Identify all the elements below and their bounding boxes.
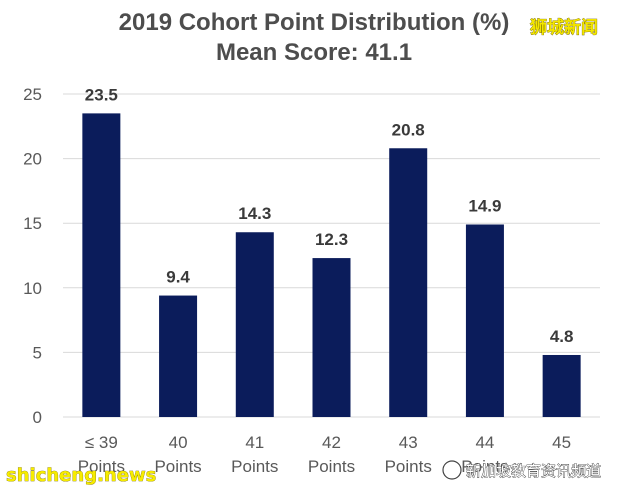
x-tick-label: 44 (475, 433, 494, 452)
x-tick-label: Points (385, 457, 432, 476)
y-tick-label: 10 (23, 279, 42, 298)
watermark-bottom-right-text: 新加坡教育资讯频道 (466, 462, 601, 480)
bar (465, 224, 504, 417)
x-tick-label: 41 (245, 433, 264, 452)
watermark-bottom-left: shicheng.news (6, 465, 156, 486)
watermark-top-right: 狮城新闻 (529, 17, 598, 38)
data-labels: 23.5 9.4 14.3 12.3 20.8 14.9 4.8 (85, 85, 574, 346)
data-label: 23.5 (85, 85, 118, 104)
data-label: 12.3 (315, 230, 348, 249)
x-tick-label: 43 (399, 433, 418, 452)
bar (82, 113, 121, 417)
bars (82, 113, 581, 418)
y-tick-label: 0 (33, 408, 42, 427)
x-tick-label: Points (78, 457, 125, 476)
x-tick-label: 45 (552, 433, 571, 452)
bar (312, 258, 351, 417)
y-tick-label: 25 (23, 85, 42, 104)
data-label: 14.9 (468, 196, 501, 215)
x-tick-label: 42 (322, 433, 341, 452)
y-axis-ticks: 0 5 10 15 20 25 (23, 85, 42, 427)
y-tick-label: 15 (23, 214, 42, 233)
chart-subtitle: Mean Score: 41.1 (216, 39, 412, 66)
data-label: 4.8 (550, 327, 574, 346)
data-label: 9.4 (166, 268, 190, 287)
y-tick-label: 5 (33, 343, 42, 362)
x-axis-labels: ≤ 39 Points 40 Points 41 Points 42 Points 43 Poin… (78, 433, 571, 476)
chart-title-line: 2019 Cohort Point Distribution (%) (119, 9, 510, 36)
chart-title: 2019 Cohort Point Distribution (%) Mean … (119, 9, 510, 66)
bar (542, 354, 581, 417)
bar (235, 232, 274, 417)
data-label: 20.8 (392, 120, 425, 139)
bar (389, 148, 428, 418)
x-tick-label: 40 (169, 433, 188, 452)
data-label: 14.3 (238, 204, 271, 223)
wechat-icon (442, 460, 462, 480)
x-tick-label: ≤ 39 (85, 433, 118, 452)
watermark-bottom-right: 新加坡教育资讯频道 (442, 460, 601, 480)
y-tick-label: 20 (23, 150, 42, 169)
x-tick-label: Points (308, 457, 355, 476)
bar (159, 295, 198, 417)
x-tick-label: Points (231, 457, 278, 476)
x-tick-label: Points (154, 457, 201, 476)
x-tick-label: Points (461, 457, 508, 476)
